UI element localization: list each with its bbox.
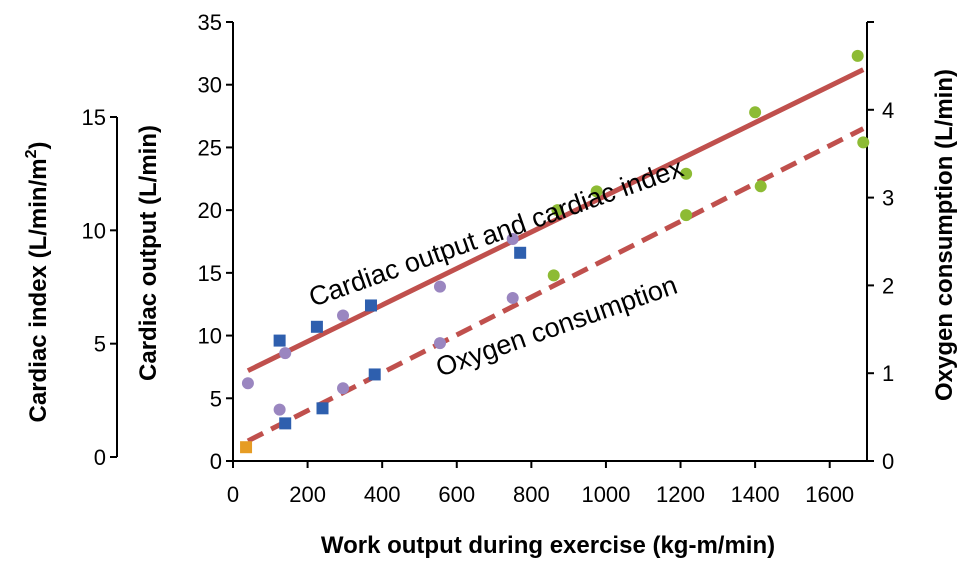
oxygen-tick-label: 1	[882, 361, 894, 386]
oxygen-consumption-axis-title: Oxygen consumption (L/min)	[931, 69, 958, 401]
axis-titles: Work output during exercise (kg-m/min) C…	[23, 69, 958, 559]
cardiac-index-tick-label: 10	[82, 218, 106, 243]
oxygen-tick-label: 0	[882, 449, 894, 474]
square-point	[273, 334, 286, 347]
circle-point	[851, 49, 864, 62]
circle-point	[749, 106, 762, 119]
x-tick-label: 0	[227, 482, 239, 507]
annotations: Cardiac output and cardiac index Oxygen …	[305, 152, 688, 382]
square-point	[514, 246, 527, 259]
circle-point	[337, 382, 350, 395]
square-point	[279, 417, 292, 430]
x-tick-label: 400	[364, 482, 401, 507]
circle-point	[337, 309, 350, 322]
cardiac-output-tick-label: 20	[198, 198, 222, 223]
square-point	[368, 368, 381, 381]
square-point	[316, 402, 329, 415]
x-tick-label: 800	[513, 482, 550, 507]
circle-point	[590, 185, 603, 198]
cardiac-index-tick-label: 5	[94, 332, 106, 357]
square-point	[240, 441, 253, 454]
circle-point	[273, 403, 286, 416]
circle-point	[506, 232, 519, 245]
x-axis-title: Work output during exercise (kg-m/min)	[321, 532, 775, 559]
tick-labels: 0 200 400 600 800 1000 1200 1400 160005101520253…	[82, 10, 895, 507]
cardiac-output-tick-label: 25	[198, 135, 222, 160]
circle-point	[433, 280, 446, 293]
cardiac-index-axis-title: Cardiac index (L/min/m2)	[23, 142, 52, 423]
cardiac-output-tick-label: 30	[198, 73, 222, 98]
oxygen-tick-label: 3	[882, 186, 894, 211]
cardiac-output-tick-label: 35	[198, 10, 222, 35]
x-tick-label: 1000	[581, 482, 630, 507]
cardiac-index-title-end: )	[25, 142, 52, 150]
oxygen-tick-label: 4	[882, 98, 894, 123]
circle-point	[547, 269, 560, 282]
x-tick-label: 1600	[805, 482, 854, 507]
cardiac-output-tick-label: 0	[210, 449, 222, 474]
circle-point	[680, 209, 693, 222]
cardiac-index-title-sup: 2	[23, 149, 40, 158]
x-tick-label: 1200	[656, 482, 705, 507]
circle-point	[551, 204, 564, 217]
x-tick-label: 600	[438, 482, 475, 507]
cardiac-index-title-main: Cardiac index (L/min/m	[25, 158, 52, 422]
square-point	[310, 320, 323, 333]
x-tick-label: 200	[289, 482, 326, 507]
data-points	[240, 49, 870, 454]
cardiac-output-tick-label: 15	[198, 261, 222, 286]
circle-point	[241, 377, 254, 390]
cardiac-output-axis-title: Cardiac output (L/min)	[135, 125, 162, 381]
circle-point	[857, 136, 870, 149]
circle-point	[506, 291, 519, 304]
cardiac-index-tick-label: 0	[94, 445, 106, 470]
x-tick-label: 1400	[731, 482, 780, 507]
circle-point	[433, 337, 446, 350]
square-point	[364, 299, 377, 312]
cardiac-output-tick-label: 5	[210, 386, 222, 411]
circle-point	[754, 180, 767, 193]
circle-point	[680, 167, 693, 180]
oxygen-tick-label: 2	[882, 273, 894, 298]
axes	[110, 21, 874, 468]
circle-point	[279, 347, 292, 360]
cardiac-index-tick-label: 15	[82, 105, 106, 130]
cardiac-output-tick-label: 10	[198, 324, 222, 349]
cardiac-fit-line	[246, 67, 865, 373]
